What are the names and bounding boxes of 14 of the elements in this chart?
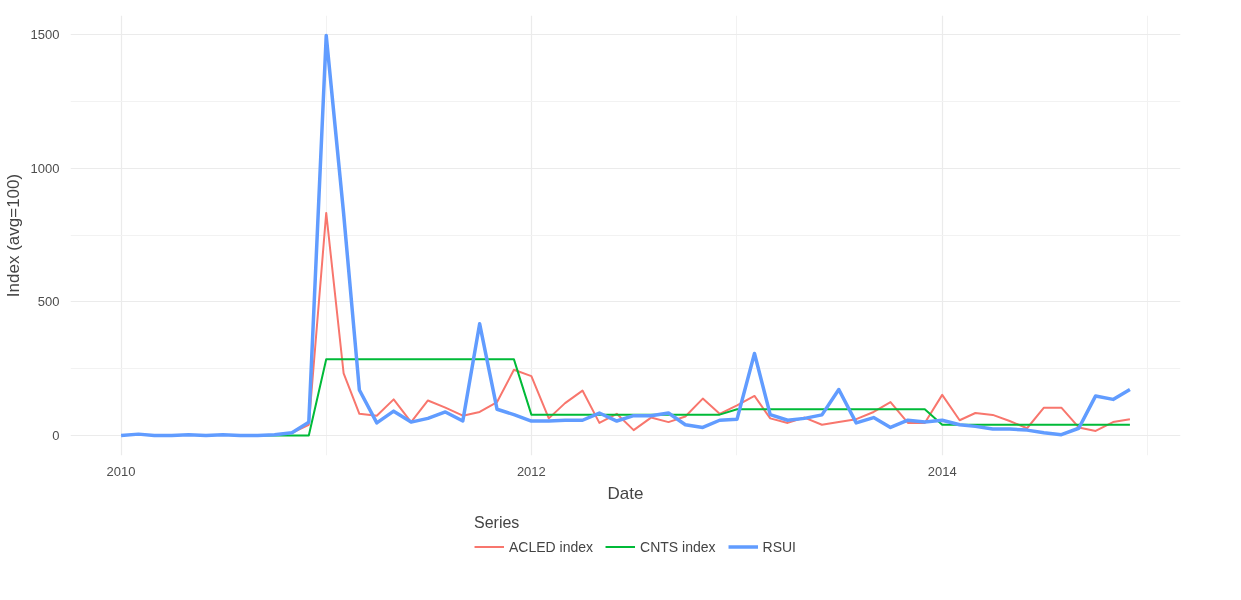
legend-title: Series [474,513,521,532]
y-tick-label: 1500 [30,27,60,43]
y-axis-title: Index (avg=100) [3,173,23,298]
y-tick-label: 1000 [30,160,60,176]
legend-label: ACLED index [509,538,594,555]
x-axis-title: Date [607,483,644,503]
x-tick-label: 2012 [516,463,546,479]
line-series [119,33,1132,438]
y-tick-label: 0 [52,427,60,443]
x-tick-label: 2014 [927,463,957,479]
legend-label: RSUI [762,538,796,555]
y-tick-label: 500 [37,294,60,310]
legend-label: CNTS index [640,538,716,555]
x-tick-label: 2010 [106,463,136,479]
